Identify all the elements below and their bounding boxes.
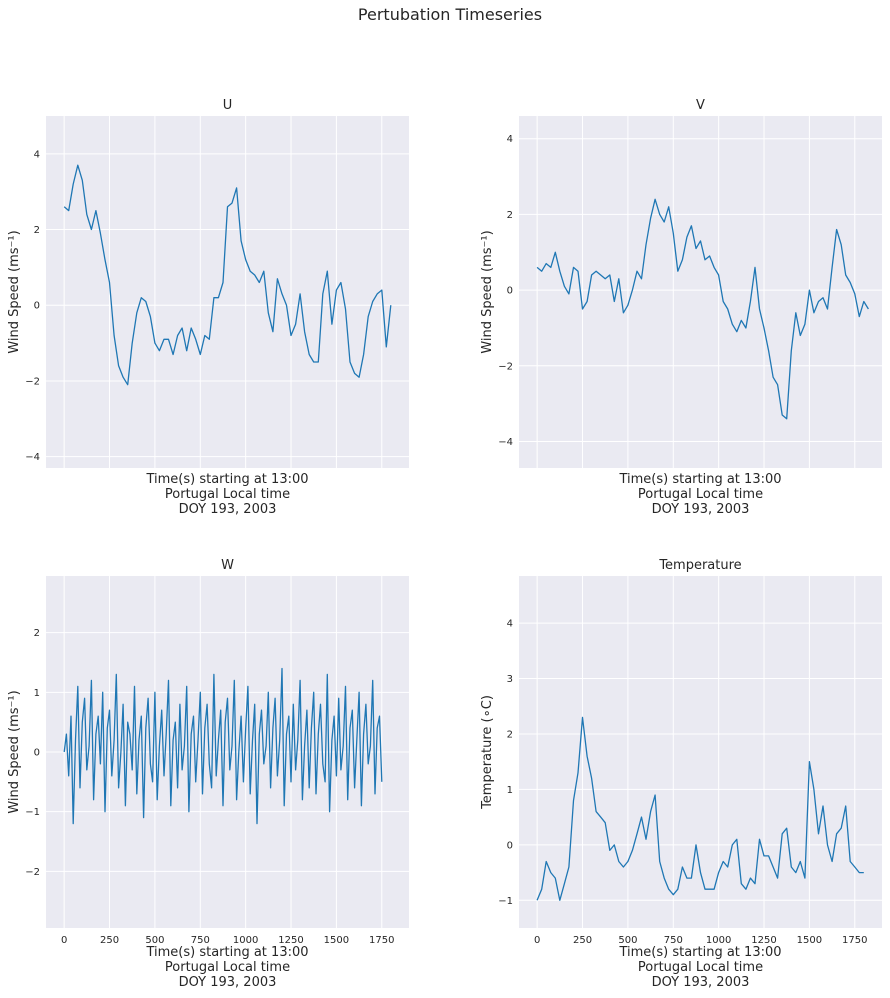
x-tick-label: 1750: [842, 935, 867, 946]
y-tick-label: −2: [498, 361, 513, 372]
series-line: [63, 667, 383, 825]
series-line: [536, 716, 864, 901]
y-tick-label: −1: [25, 807, 40, 818]
x-tick-label: 750: [664, 935, 683, 946]
subplot-title: W: [221, 558, 234, 573]
series-line: [536, 198, 869, 420]
x-tick-label: 500: [618, 935, 637, 946]
x-axis-label-line: Time(s) starting at 13:00: [145, 472, 308, 487]
y-tick-label: −2: [25, 867, 40, 878]
y-tick-label: 4: [507, 619, 513, 630]
x-axis-label-line: DOY 193, 2003: [179, 975, 277, 990]
x-tick-label: 1250: [751, 935, 776, 946]
x-tick-label: 500: [145, 935, 164, 946]
x-tick-label: 0: [61, 935, 67, 946]
x-axis-label-line: Time(s) starting at 13:00: [618, 472, 781, 487]
x-axis-label-line: Portugal Local time: [638, 960, 763, 975]
subplot-temperature: 0 250 500 750 1000 1250 1500 1750 −1 0 1 2 3 4 Tempera…: [480, 558, 882, 990]
y-tick-label: 3: [507, 674, 513, 685]
y-axis-label: Wind Speed (ms⁻¹): [7, 230, 22, 353]
y-tick-label: 0: [507, 286, 513, 297]
x-axis-label-line: DOY 193, 2003: [652, 502, 750, 517]
x-axis-label-line: Portugal Local time: [638, 487, 763, 502]
x-tick-label: 250: [573, 935, 592, 946]
subplot-u: −4 −2 0 2 4 U Wind Speed (ms⁻¹) Time(s) startin…: [7, 98, 409, 517]
x-tick-label: 1500: [324, 935, 349, 946]
x-tick-label: 1500: [797, 935, 822, 946]
y-tick-label: −2: [25, 376, 40, 387]
y-axis-label: Wind Speed (ms⁻¹): [7, 690, 22, 813]
subplot-w: 0 250 500 750 1000 1250 1500 1750 −2 −1 0 1 2 W Wind S…: [7, 558, 409, 990]
y-tick-label: 1: [507, 785, 513, 796]
y-tick-label: −4: [498, 437, 513, 448]
x-axis-label-line: Time(s) starting at 13:00: [145, 945, 308, 960]
plot-area: [519, 116, 882, 468]
x-tick-label: 1250: [278, 935, 303, 946]
figure-suptitle: Pertubation Timeseries: [358, 5, 542, 24]
y-tick-label: 2: [34, 225, 40, 236]
x-axis-label-line: DOY 193, 2003: [179, 502, 277, 517]
y-tick-label: 1: [34, 688, 40, 699]
x-tick-label: 250: [100, 935, 119, 946]
series-line: [63, 164, 392, 386]
y-tick-label: 2: [34, 628, 40, 639]
plot-area: [46, 116, 409, 468]
y-axis-label: Temperature (∘C): [480, 695, 495, 810]
x-axis-label-line: Portugal Local time: [165, 960, 290, 975]
subplot-title: Temperature: [658, 558, 741, 573]
y-axis-label: Wind Speed (ms⁻¹): [480, 230, 495, 353]
x-tick-label: 750: [191, 935, 210, 946]
x-tick-label: 1000: [233, 935, 258, 946]
y-tick-label: 0: [34, 301, 40, 312]
x-axis-label-line: Time(s) starting at 13:00: [618, 945, 781, 960]
x-tick-label: 1750: [369, 935, 394, 946]
subplot-v: −4 −2 0 2 4 V Wind Speed (ms⁻¹) Time(s) startin…: [480, 98, 882, 517]
subplot-title: U: [223, 98, 233, 113]
y-tick-label: 4: [34, 149, 40, 160]
y-tick-label: −4: [25, 452, 40, 463]
x-tick-label: 1000: [706, 935, 731, 946]
y-tick-label: −1: [498, 896, 513, 907]
x-tick-label: 0: [534, 935, 540, 946]
y-tick-label: 4: [507, 134, 513, 145]
y-tick-label: 0: [34, 748, 40, 759]
y-tick-label: 2: [507, 729, 513, 740]
x-axis-label-line: DOY 193, 2003: [652, 975, 750, 990]
plot-area: [519, 576, 882, 928]
y-tick-label: 0: [507, 840, 513, 851]
y-tick-label: 2: [507, 210, 513, 221]
x-axis-label-line: Portugal Local time: [165, 487, 290, 502]
subplot-title: V: [696, 98, 705, 113]
